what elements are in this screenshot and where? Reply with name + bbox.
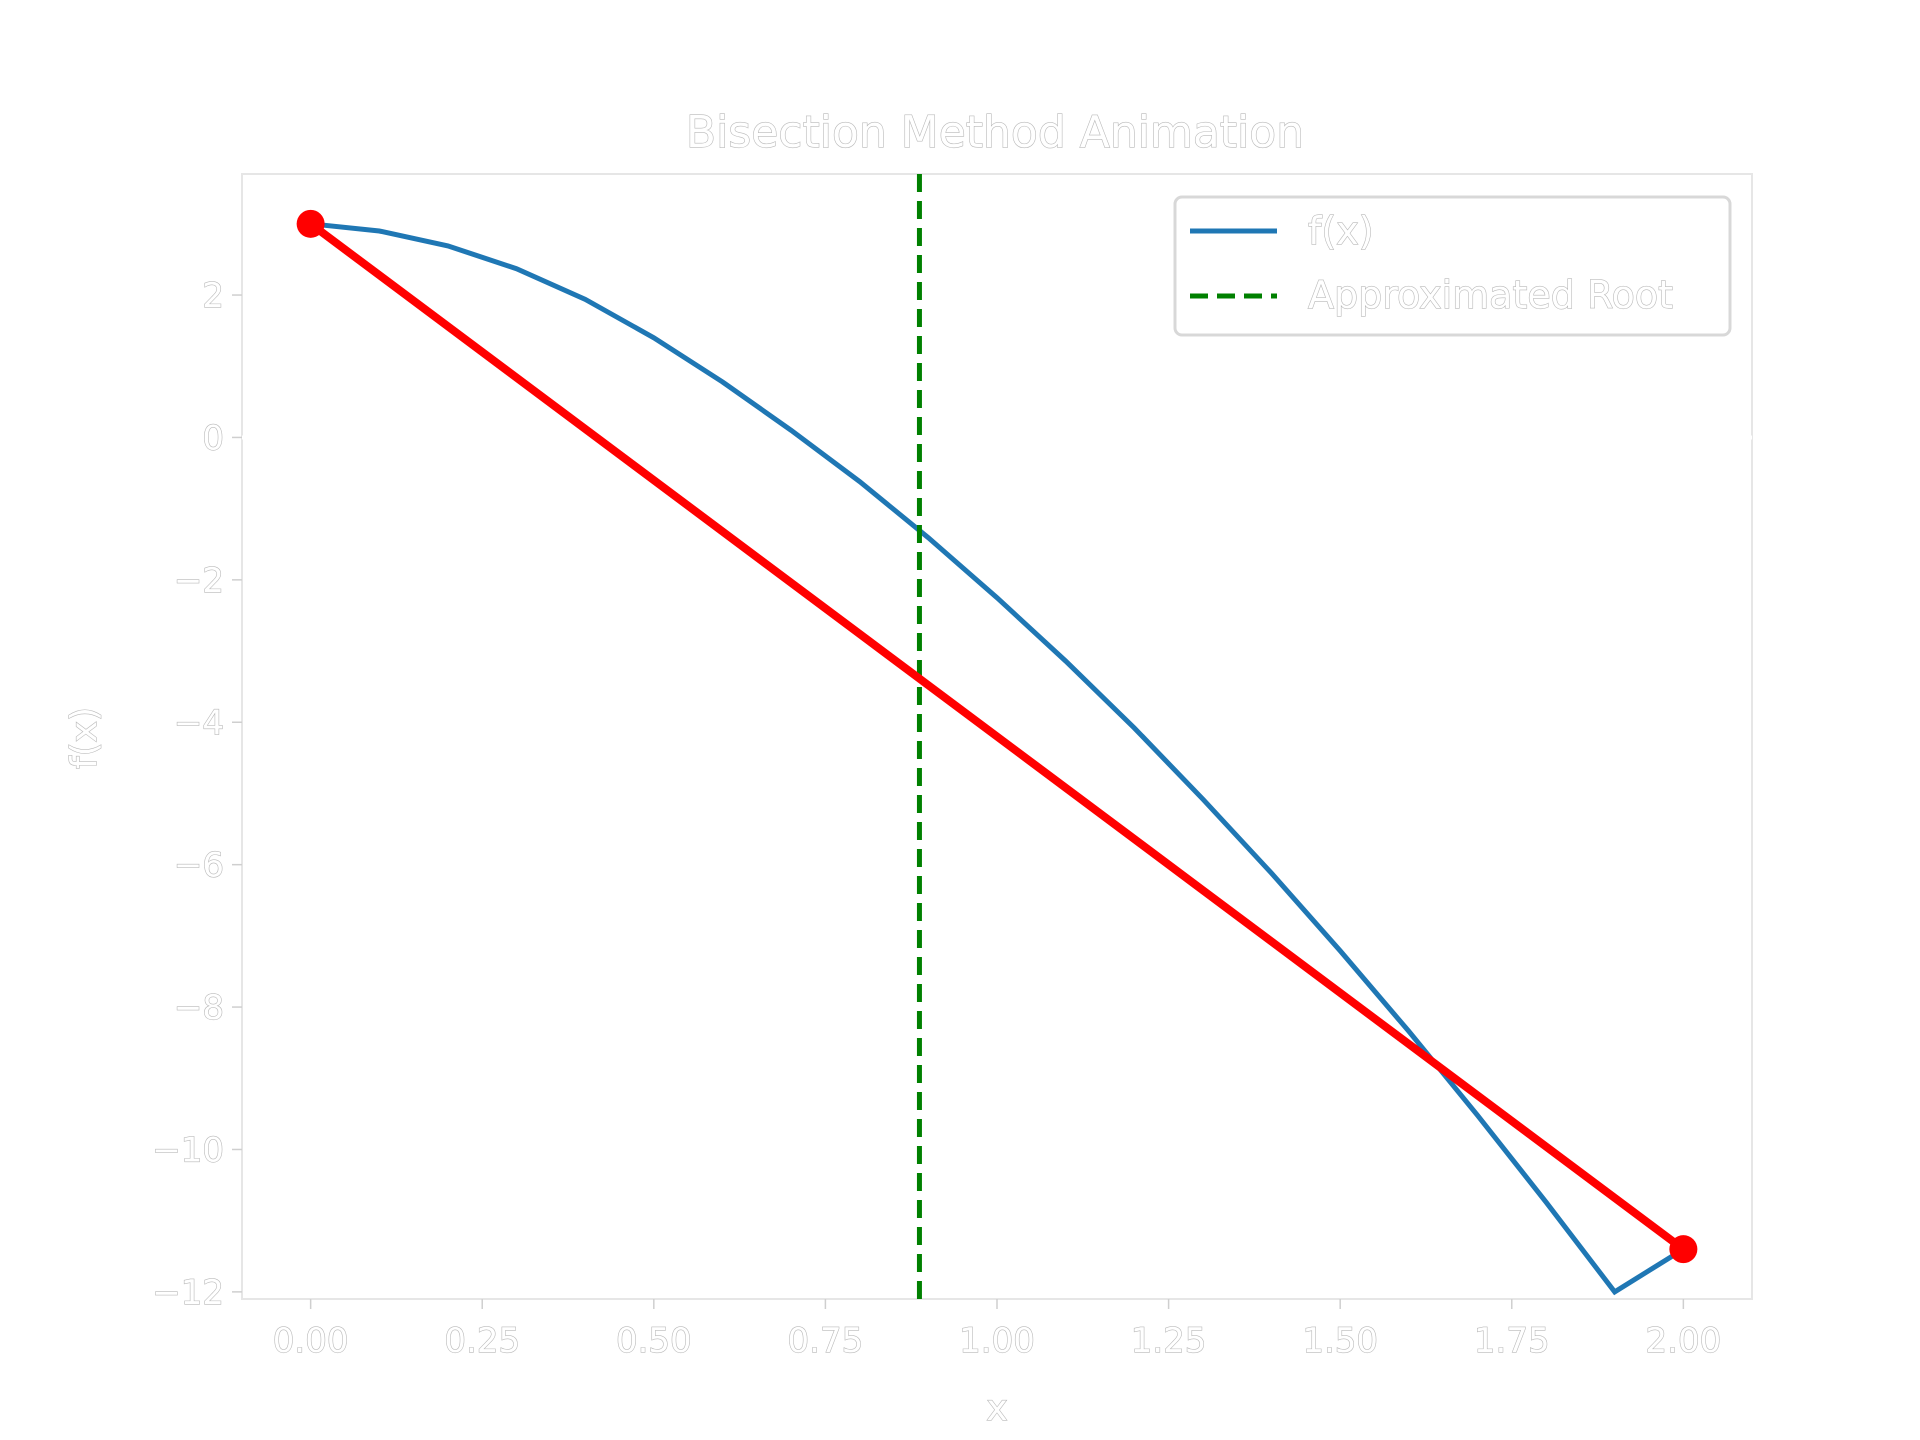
x-tick-label: 1.00 [959,1321,1035,1361]
chart-title: Bisection Method Animation [686,107,1304,158]
secant-line [308,220,1686,1253]
y-tick-label: 0 [202,418,224,458]
x-tick-label: 0.50 [616,1321,692,1361]
legend: f(x) Approximated Root [1173,195,1732,337]
legend-label-root: Approximated Root [1308,273,1673,317]
series-f-line [310,221,1685,1296]
y-tick-label: 2 [202,276,224,316]
x-tick-label: 2.00 [1646,1321,1722,1361]
x-tick-label: 1.25 [1131,1321,1207,1361]
x-axis: 0.00 0.25 0.50 0.75 1.00 1.25 1.50 1.75 2.00 [272,1299,1722,1362]
y-tick-label: −4 [174,703,224,743]
secant-end-point [1669,1235,1698,1264]
legend-box [1173,195,1732,337]
y-tick-label: −2 [174,561,224,601]
y-axis-label: f(x) [64,707,105,769]
x-tick-label: 0.75 [788,1321,864,1361]
y-tick-label: −12 [152,1273,224,1313]
x-tick-label: 1.50 [1302,1321,1378,1361]
x-axis-label: x [986,1388,1007,1429]
y-axis: 2 0 −2 −4 −6 −8 −10 −12 [152,275,242,1313]
secant-start-point [296,209,325,238]
y-tick-label: −8 [174,988,224,1028]
x-tick-label: 0.00 [273,1321,349,1361]
legend-label-f: f(x) [1308,209,1374,253]
x-tick-label: 0.25 [444,1321,520,1361]
y-tick-label: −6 [174,846,224,886]
y-tick-label: −10 [152,1130,224,1170]
x-tick-label: 1.75 [1474,1321,1550,1361]
